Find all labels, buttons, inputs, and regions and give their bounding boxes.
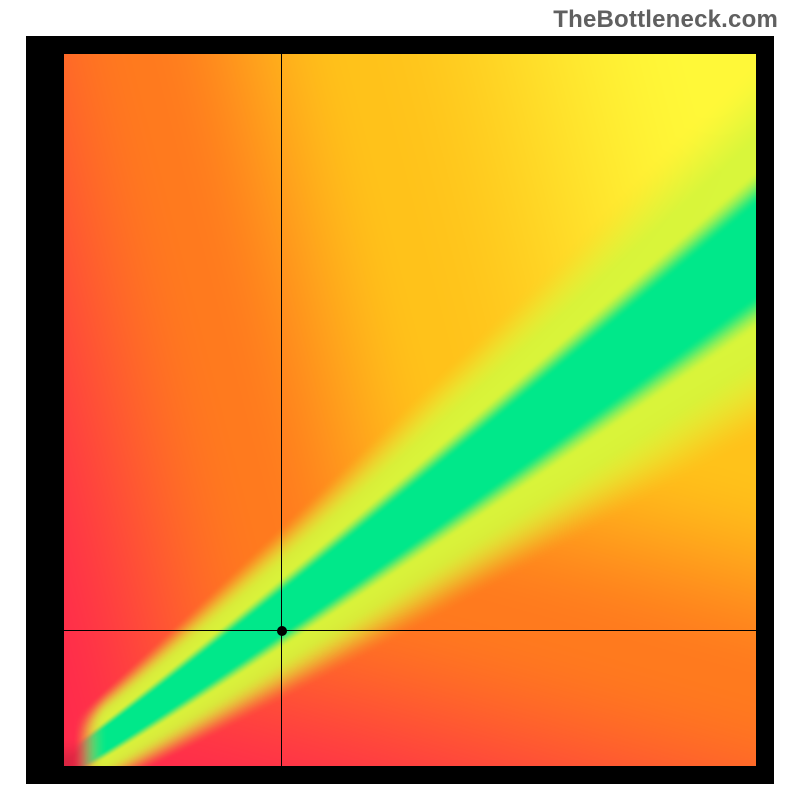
plot-area	[64, 54, 756, 766]
crosshair-point	[277, 626, 287, 636]
watermark-text: TheBottleneck.com	[553, 6, 778, 34]
crosshair-horizontal	[64, 630, 756, 631]
crosshair-vertical	[281, 54, 282, 766]
chart-frame	[26, 36, 774, 784]
chart-container: TheBottleneck.com	[0, 0, 800, 800]
heatmap-canvas	[64, 54, 756, 766]
